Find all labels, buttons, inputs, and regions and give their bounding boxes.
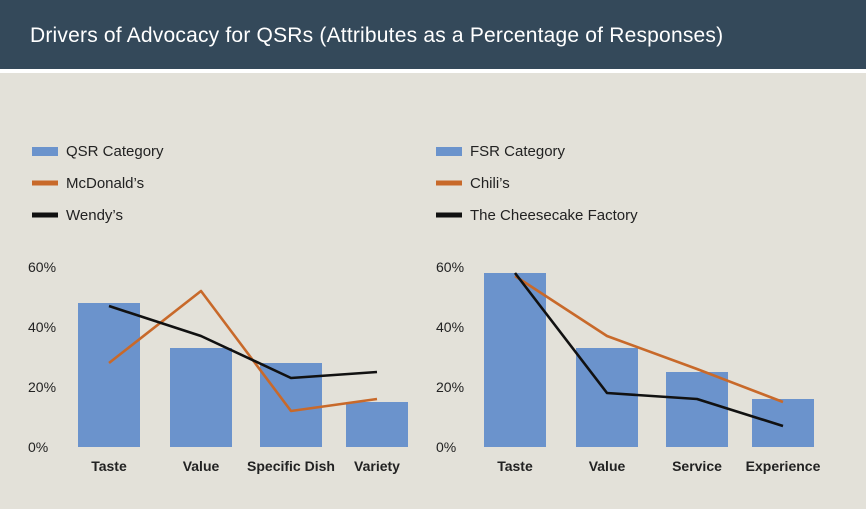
x-category-label-0-3: Variety (354, 458, 400, 474)
y-tick-label-0-0: 0% (28, 439, 48, 455)
bar-1-3 (752, 399, 814, 447)
bar-1-0 (484, 273, 546, 447)
bar-0-3 (346, 402, 408, 447)
series-line-1-0 (514, 274, 784, 404)
legend-label-1-2: The Cheesecake Factory (470, 207, 638, 224)
y-tick-label-1-3: 60% (436, 259, 464, 275)
series-line-0-1 (108, 304, 378, 380)
bar-0-0 (78, 303, 140, 447)
x-category-label-0-2: Specific Dish (247, 458, 335, 474)
y-tick-label-0-3: 60% (28, 259, 56, 275)
legend-swatch-0-1 (32, 180, 58, 186)
legend-label-0-0: QSR Category (66, 143, 164, 160)
bar-0-1 (170, 348, 232, 447)
legend-label-1-1: Chili’s (470, 175, 510, 192)
y-tick-label-1-1: 20% (436, 379, 464, 395)
legend-swatch-1-2 (436, 212, 462, 218)
legend-swatch-0-2 (32, 212, 58, 218)
legend-swatch-0-0 (32, 147, 58, 156)
x-category-label-1-0: Taste (497, 458, 533, 474)
bar-1-2 (666, 372, 728, 447)
legend-label-0-1: McDonald’s (66, 175, 144, 192)
y-tick-label-0-1: 20% (28, 379, 56, 395)
legend-swatch-1-1 (436, 180, 462, 186)
y-tick-label-1-0: 0% (436, 439, 456, 455)
legend-label-1-0: FSR Category (470, 143, 566, 160)
series-line-1-1 (513, 272, 784, 428)
y-tick-label-0-2: 40% (28, 319, 56, 335)
legend-label-0-2: Wendy’s (66, 207, 123, 224)
series-line-0-0 (108, 289, 378, 413)
page-title: Drivers of Advocacy for QSRs (Attributes… (30, 24, 724, 47)
x-category-label-1-1: Value (589, 458, 626, 474)
y-tick-label-1-2: 40% (436, 319, 464, 335)
legend-swatch-1-0 (436, 147, 462, 156)
x-category-label-0-1: Value (183, 458, 220, 474)
x-category-label-0-0: Taste (91, 458, 127, 474)
x-category-label-1-2: Service (672, 458, 722, 474)
x-category-label-1-3: Experience (746, 458, 821, 474)
page-header: Drivers of Advocacy for QSRs (Attributes… (0, 0, 866, 73)
